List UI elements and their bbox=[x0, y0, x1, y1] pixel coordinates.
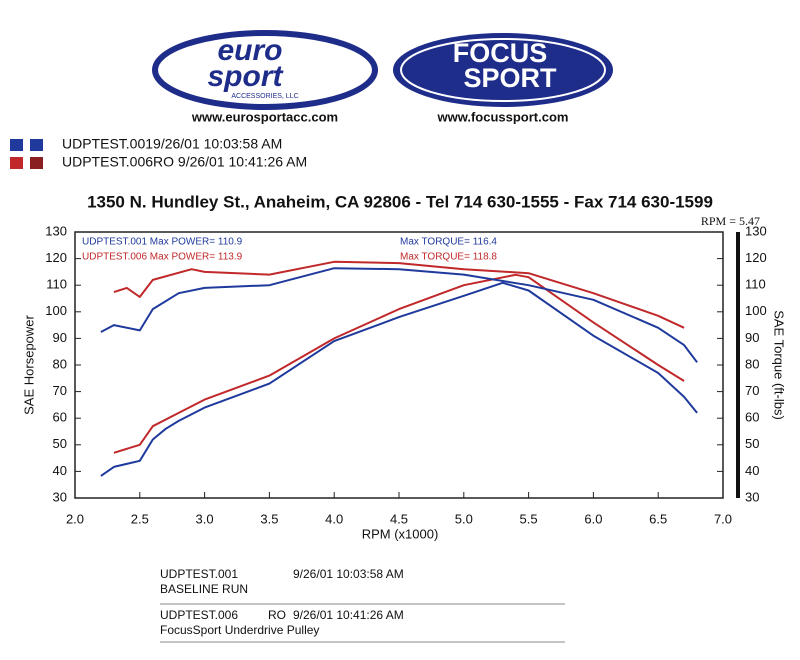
x-tick-label: 4.0 bbox=[325, 511, 343, 526]
x-tick-label: 4.5 bbox=[390, 511, 408, 526]
logo-oval bbox=[393, 33, 613, 107]
series-line bbox=[113, 260, 685, 329]
x-tick-label: 2.0 bbox=[66, 511, 84, 526]
x-tick-label: 3.5 bbox=[260, 511, 278, 526]
y-tick-label: 110 bbox=[46, 277, 67, 292]
address: 1350 N. Hundley St., Anaheim, CA 92806 -… bbox=[87, 192, 713, 211]
series-line bbox=[113, 273, 685, 454]
y-tick-label: 70 bbox=[53, 383, 67, 398]
y2-tick-label: 130 bbox=[745, 223, 767, 238]
note-desc: BASELINE RUN bbox=[160, 582, 248, 596]
y2-tick-label: 110 bbox=[745, 277, 766, 292]
x-tick-label: 7.0 bbox=[714, 511, 732, 526]
note-run: UDPTEST.001 bbox=[160, 567, 238, 581]
legend-label: UDPTEST.0019/26/01 10:03:58 AM bbox=[62, 136, 282, 152]
y2-tick-label: 120 bbox=[745, 250, 767, 265]
x-axis-label: RPM (x1000) bbox=[362, 526, 439, 541]
logo-text: euro bbox=[217, 34, 282, 67]
y-tick-label: 60 bbox=[53, 410, 67, 425]
note-date: 9/26/01 10:03:58 AM bbox=[293, 567, 404, 581]
y2-tick-label: 90 bbox=[745, 330, 759, 345]
x-tick-label: 3.0 bbox=[196, 511, 214, 526]
y-tick-label: 40 bbox=[53, 463, 67, 478]
y2-tick-label: 60 bbox=[745, 410, 759, 425]
x-tick-label: 6.0 bbox=[584, 511, 602, 526]
y2-tick-label: 30 bbox=[745, 489, 759, 504]
x-tick-label: 5.5 bbox=[520, 511, 538, 526]
y-tick-label: 90 bbox=[53, 330, 67, 345]
annotation: Max TORQUE= 118.8 bbox=[400, 252, 497, 263]
y2-tick-label: 40 bbox=[745, 463, 759, 478]
logo-oval bbox=[152, 30, 378, 110]
series-line bbox=[100, 281, 698, 477]
y-axis-label: SAE Horsepower bbox=[21, 314, 36, 414]
logo-text: FOCUS bbox=[453, 38, 548, 68]
logo-text: sport bbox=[208, 60, 285, 93]
legend-swatch bbox=[30, 157, 43, 169]
y2-tick-label: 70 bbox=[745, 383, 759, 398]
legend-label: UDPTEST.006RO 9/26/01 10:41:26 AM bbox=[62, 154, 307, 170]
note-tag: RO bbox=[268, 608, 286, 622]
y-tick-label: 80 bbox=[53, 356, 67, 371]
y2-axis-label: SAE Torque (ft-lbs) bbox=[772, 310, 787, 420]
y-tick-label: 100 bbox=[45, 303, 67, 318]
annotation: UDPTEST.006 Max POWER= 113.9 bbox=[82, 252, 243, 263]
x-tick-label: 5.0 bbox=[455, 511, 473, 526]
legend-swatch bbox=[10, 157, 23, 169]
annotation: UDPTEST.001 Max POWER= 110.9 bbox=[82, 237, 243, 248]
logo-sub: ACCESSORIES, LLC bbox=[231, 93, 298, 100]
y2-tick-label: 80 bbox=[745, 356, 759, 371]
logo-url: www.eurosportacc.com bbox=[191, 109, 338, 124]
legend-swatch bbox=[30, 139, 43, 151]
y-tick-label: 30 bbox=[53, 489, 67, 504]
logo-ring bbox=[400, 38, 606, 102]
note-desc: FocusSport Underdrive Pulley bbox=[160, 623, 319, 637]
series-line bbox=[100, 267, 698, 363]
cursor-readout: RPM = 5.47 bbox=[701, 214, 760, 228]
x-tick-label: 2.5 bbox=[131, 511, 149, 526]
logo-url: www.focussport.com bbox=[437, 109, 569, 124]
plot-frame bbox=[74, 231, 724, 499]
y2-tick-label: 100 bbox=[745, 303, 767, 318]
y-tick-label: 120 bbox=[45, 250, 67, 265]
note-run: UDPTEST.006 bbox=[160, 608, 238, 622]
y-tick-label: 50 bbox=[53, 436, 67, 451]
note-date: 9/26/01 10:41:26 AM bbox=[293, 608, 404, 622]
logo-text: SPORT bbox=[463, 63, 557, 93]
annotation: Max TORQUE= 116.4 bbox=[400, 237, 497, 248]
y-tick-label: 130 bbox=[45, 223, 67, 238]
legend-swatch bbox=[10, 139, 23, 151]
x-tick-label: 6.5 bbox=[649, 511, 667, 526]
y2-tick-label: 50 bbox=[745, 436, 759, 451]
